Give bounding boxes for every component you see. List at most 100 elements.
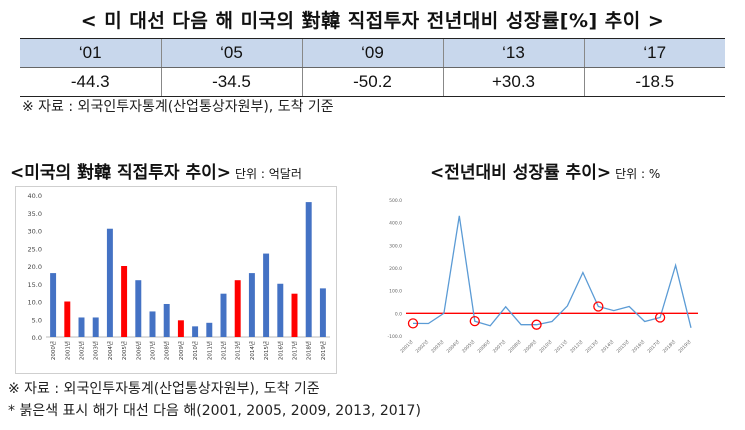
x-tick-label: 2005년 xyxy=(460,338,476,354)
footnote-highlight: * 붉은색 표시 해가 대선 다음 해(2001, 2005, 2009, 20… xyxy=(8,403,421,419)
x-tick-label: 2017년 xyxy=(291,341,299,360)
table-header-cell: ‘01 xyxy=(20,38,161,68)
y-tick-label: -100.0 xyxy=(387,334,402,340)
footnote-source: ※ 자료 : 외국인투자통계(산업통상자원부), 도착 기준 xyxy=(8,381,320,397)
y-tick-label: 20.0 xyxy=(28,263,42,271)
highlight-marker xyxy=(593,301,604,312)
source-note: ※ 자료 : 외국인투자통계(산업통상자원부), 도착 기준 xyxy=(22,99,334,115)
x-tick-label: 2001년 xyxy=(63,341,71,360)
page-title: < 미 대선 다음 해 미국의 對韓 직접투자 전년대비 성장률[%] 추이 > xyxy=(80,10,665,32)
x-tick-label: 2014년 xyxy=(599,338,615,354)
table-row: -44.3 -34.5 -50.2 +30.3 -18.5 xyxy=(20,67,725,97)
y-tick-label: 300.0 xyxy=(389,243,402,249)
highlight-marker xyxy=(469,316,480,327)
bar-2012 xyxy=(220,293,227,337)
x-tick-label: 2005년 xyxy=(120,341,128,360)
table-cell: +30.3 xyxy=(442,67,584,97)
x-tick-label: 2002년 xyxy=(414,338,430,354)
bar-2018 xyxy=(305,202,312,337)
x-tick-label: 2013년 xyxy=(584,338,600,354)
line-chart-title: <전년대비 성장률 추이> xyxy=(430,163,612,183)
bar-chart-unit: 단위 : 억달러 xyxy=(235,167,302,181)
bar-2006 xyxy=(135,280,142,337)
line-chart-heading: <전년대비 성장률 추이> 단위 : % xyxy=(430,158,660,183)
y-tick-label: 0.0 xyxy=(32,334,42,342)
bar-2016 xyxy=(277,283,284,337)
x-tick-label: 2001년 xyxy=(398,338,414,354)
table-cell: -18.5 xyxy=(583,67,725,97)
table-cell: -50.2 xyxy=(301,67,443,97)
x-tick-label: 2008년 xyxy=(163,341,171,360)
y-tick-label: 500.0 xyxy=(389,198,402,204)
x-tick-label: 2006년 xyxy=(134,341,142,360)
table-header-cell: ‘05 xyxy=(160,38,302,68)
x-tick-label: 2007년 xyxy=(149,341,157,360)
x-tick-label: 2006년 xyxy=(476,338,492,354)
x-tick-label: 2009년 xyxy=(522,338,538,354)
y-tick-label: 10.0 xyxy=(28,299,42,307)
highlight-marker xyxy=(407,318,419,329)
x-tick-label: 2011년 xyxy=(553,338,569,354)
x-tick-label: 2016년 xyxy=(630,338,646,354)
x-tick-label: 2015년 xyxy=(615,338,631,354)
x-tick-label: 2003년 xyxy=(92,341,100,360)
x-tick-label: 2017년 xyxy=(646,338,662,354)
y-tick-label: 25.0 xyxy=(28,245,42,253)
x-tick-label: 2012년 xyxy=(220,341,228,360)
bar-2008 xyxy=(163,303,170,337)
x-tick-label: 2004년 xyxy=(106,341,114,360)
x-tick-label: 2018년 xyxy=(305,341,313,360)
bar-2010 xyxy=(192,326,199,337)
x-tick-label: 2003년 xyxy=(429,338,445,354)
growth-summary-table: ‘01 ‘05 ‘09 ‘13 ‘17 -44.3 -34.5 -50.2 +3… xyxy=(20,38,725,97)
x-tick-label: 2015년 xyxy=(262,341,270,360)
y-tick-label: 0.0 xyxy=(395,311,402,317)
x-tick-label: 2013년 xyxy=(234,341,242,360)
bar-2007 xyxy=(149,311,156,337)
x-tick-label: 2016년 xyxy=(276,341,284,360)
bar-chart: 0.0 5.0 10.0 15.0 20.0 25.0 30.0 35.0 40.0 2000년 2… xyxy=(28,192,330,360)
x-tick-label: 2014년 xyxy=(248,341,256,360)
x-tick-label: 2000년 xyxy=(49,341,57,360)
y-tick-label: 5.0 xyxy=(32,316,42,324)
highlight-marker xyxy=(531,319,542,330)
table-header-cell: ‘17 xyxy=(583,38,725,68)
bar-chart-title: <미국의 對韓 직접투자 추이> xyxy=(10,163,232,183)
highlight-marker xyxy=(654,312,666,323)
bar-2011 xyxy=(206,322,213,337)
x-tick-label: 2007년 xyxy=(491,338,507,354)
table-cell: -34.5 xyxy=(160,67,302,97)
bar-2014 xyxy=(248,273,255,337)
x-tick-label: 2010년 xyxy=(191,341,199,360)
y-tick-label: 200.0 xyxy=(389,266,402,272)
bar-2015 xyxy=(263,253,270,337)
bar-2000 xyxy=(50,273,57,337)
bar-2017 xyxy=(291,293,298,337)
x-tick-label: 2004년 xyxy=(445,338,461,354)
y-tick-label: 15.0 xyxy=(28,281,42,289)
x-tick-label: 2010년 xyxy=(537,338,553,354)
y-tick-label: 400.0 xyxy=(389,221,402,227)
bar-2003 xyxy=(92,317,99,337)
x-tick-label: 2009년 xyxy=(177,341,185,360)
bar-2009 xyxy=(177,320,184,337)
bar-2002 xyxy=(78,317,85,337)
table-header-cell: ‘13 xyxy=(442,38,584,68)
line-chart-unit: 단위 : % xyxy=(615,167,661,181)
bar-chart-heading: <미국의 對韓 직접투자 추이> 단위 : 억달러 xyxy=(10,158,302,183)
table-header-row: ‘01 ‘05 ‘09 ‘13 ‘17 xyxy=(20,38,725,68)
y-tick-label: 35.0 xyxy=(28,210,42,218)
bar-chart-frame: 0.0 5.0 10.0 15.0 20.0 25.0 30.0 35.0 40.0 2000년 2… xyxy=(15,186,337,374)
bar-2001 xyxy=(64,301,71,337)
bar-2005 xyxy=(121,266,128,337)
bar-2019 xyxy=(319,288,326,337)
x-tick-label: 2002년 xyxy=(78,341,86,360)
y-tick-label: 100.0 xyxy=(389,289,402,295)
x-tick-label: 2019년 xyxy=(319,341,327,360)
line-chart-frame: -100.0 0.0 100.0 200.0 300.0 400.0 500.0 2001년 2… xyxy=(380,186,725,372)
x-tick-label: 2018년 xyxy=(661,338,677,354)
table-cell: -44.3 xyxy=(20,67,161,97)
table-header-cell: ‘09 xyxy=(301,38,443,68)
bar-2013 xyxy=(234,280,241,337)
